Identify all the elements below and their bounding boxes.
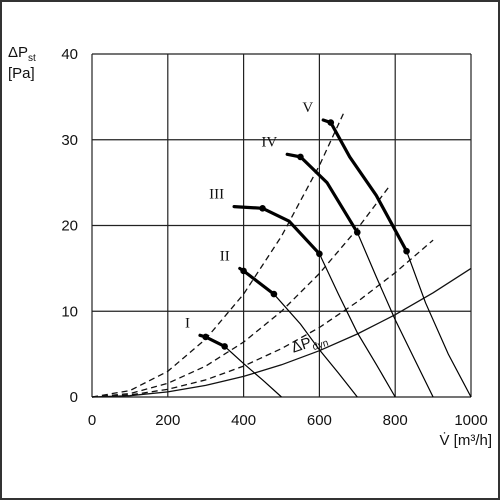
x-tick-label: 800 [383, 412, 408, 429]
system-curve [91, 239, 434, 398]
operating-point [270, 290, 278, 298]
fan-curve-label: IV [261, 134, 277, 150]
y-tick-label: 20 [61, 218, 78, 235]
x-tick-label: 600 [307, 412, 332, 429]
x-tick-label: 200 [155, 412, 180, 429]
y-tick-label: 0 [70, 389, 78, 406]
x-tick-label: 0 [88, 412, 96, 429]
system-curve [91, 112, 345, 398]
x-tick-label: 1000 [454, 412, 487, 429]
y-tick-label: 10 [61, 303, 78, 320]
operating-point [297, 153, 304, 161]
fan-curve-label: III [209, 187, 224, 203]
operating-range [285, 152, 359, 234]
operating-point [354, 229, 361, 236]
operating-point [259, 205, 266, 212]
fan-curve-label: I [185, 315, 190, 331]
dynamic-label-sub: dyn [311, 338, 330, 353]
y-axis-unit: [Pa] [8, 65, 35, 82]
dynamic-curve [91, 267, 472, 398]
y-tick-label: 30 [61, 132, 78, 149]
operating-point [202, 333, 209, 341]
operating-point [316, 250, 323, 258]
operating-point [327, 119, 335, 126]
operating-point [240, 267, 247, 275]
y-axis-label: ΔPst [8, 44, 36, 64]
dynamic-curve-label: ΔPdyn [289, 329, 330, 359]
x-tick-label: 400 [231, 412, 256, 429]
operating-range [232, 205, 321, 256]
y-tick-label: 40 [61, 46, 78, 63]
y-label-main: ΔP [8, 44, 28, 61]
fan-curve-label: II [220, 248, 230, 264]
system-curve [91, 185, 391, 398]
operating-point [403, 247, 410, 255]
fan-curve-label: V [302, 100, 313, 116]
dynamic-label-main: ΔP [289, 334, 313, 356]
y-label-sub: st [28, 53, 36, 64]
operating-point [221, 343, 228, 350]
x-axis-label: V̇ [m³/h] [439, 432, 492, 449]
